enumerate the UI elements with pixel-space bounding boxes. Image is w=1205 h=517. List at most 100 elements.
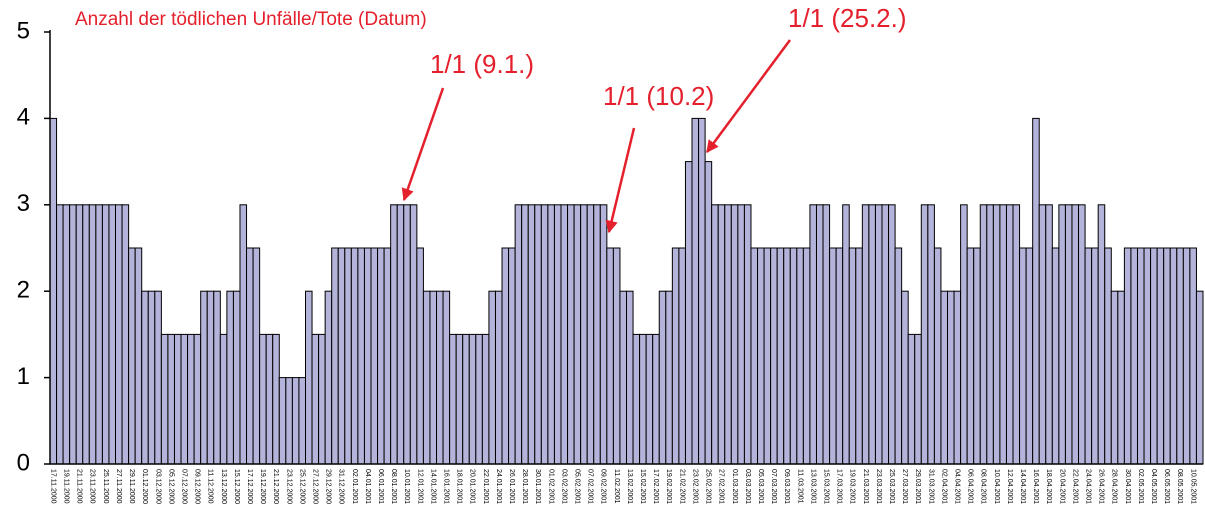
bar (69, 204, 77, 465)
x-tick-label: 18.01.2001 (456, 469, 463, 504)
bar (1117, 290, 1125, 465)
x-tick-label: 13.02.2001 (626, 469, 633, 504)
x-tick-label: 31.12.2000 (338, 469, 345, 504)
bars (49, 117, 1204, 465)
bar (1097, 204, 1106, 465)
bar (1071, 204, 1080, 465)
bar (1110, 290, 1119, 465)
bar (49, 117, 58, 465)
bar (318, 333, 326, 465)
bar (1012, 204, 1021, 465)
bar (219, 333, 228, 465)
bar (324, 290, 333, 465)
x-tick-label: 28.04.2001 (1111, 469, 1118, 504)
x-tick-label: 24.04.2001 (1085, 469, 1092, 504)
bar (553, 204, 562, 465)
bar (200, 290, 208, 465)
annotation-arrow (705, 39, 792, 154)
x-tick-label: 08.01.2001 (390, 469, 397, 504)
x-tick-label: 19.11.2000 (63, 469, 70, 504)
x-tick-label: 12.01.2001 (416, 469, 423, 504)
bar (416, 247, 424, 465)
x-tick-label: 01.02.2001 (547, 469, 554, 504)
bar (979, 204, 988, 465)
bar (973, 247, 981, 465)
bar (986, 204, 994, 465)
bar (1176, 247, 1184, 465)
bar (783, 247, 791, 465)
bar (95, 204, 103, 465)
bar (1038, 204, 1047, 465)
bar (75, 204, 84, 465)
x-tick-label: 12.04.2001 (1006, 469, 1013, 504)
annotation: 1/1 (9.1.) (430, 49, 534, 79)
x-tick-label: 30.01.2001 (534, 469, 541, 504)
x-tick-label: 19.02.2001 (665, 469, 672, 504)
annotation-arrow (401, 87, 445, 202)
x-tick-label: 03.03.2001 (744, 469, 751, 504)
bar (750, 247, 759, 465)
bar (363, 247, 372, 465)
bar (396, 204, 405, 465)
x-tick-label: 23.11.2000 (89, 469, 96, 504)
bar (802, 247, 811, 465)
y-tick-label: 1 (17, 363, 30, 390)
bar (521, 204, 529, 465)
bar (1143, 247, 1152, 465)
bar (193, 333, 202, 465)
x-tick-label: 17.11.2000 (49, 469, 56, 504)
bar (1032, 117, 1040, 465)
bar (999, 204, 1007, 465)
x-tick-label: 31.03.2001 (927, 469, 934, 504)
bar (940, 290, 949, 465)
bar (1084, 247, 1093, 465)
bar (704, 161, 713, 465)
x-tick-label: 14.01.2001 (429, 469, 436, 504)
bar (291, 377, 300, 465)
bar (547, 204, 555, 465)
bar (1104, 247, 1112, 465)
x-tick-label: 16.01.2001 (443, 469, 450, 504)
bar (481, 333, 490, 465)
bar (278, 377, 287, 465)
bar (855, 247, 863, 465)
bar (1195, 290, 1204, 465)
y-tick-label: 2 (17, 277, 30, 304)
bar (350, 247, 359, 465)
bar (684, 161, 693, 465)
x-tick-label: 29.12.2000 (325, 469, 332, 504)
bar (770, 247, 778, 465)
bar (108, 204, 117, 465)
bar (796, 247, 804, 465)
bar (606, 247, 614, 465)
annotation: 1/1 (10.2) (603, 81, 714, 111)
bar (835, 247, 844, 465)
bar (344, 247, 352, 465)
bar (757, 247, 765, 465)
bar (966, 247, 975, 465)
bar (232, 290, 241, 465)
bar (1064, 204, 1073, 465)
bar (468, 333, 477, 465)
x-tick-label: 17.12.2000 (246, 469, 253, 504)
x-tick-label: 26.01.2001 (508, 469, 515, 504)
bar (403, 204, 411, 465)
bar (442, 290, 451, 465)
bar (167, 333, 175, 465)
bar (678, 247, 686, 465)
x-tick-label: 08.04.2001 (980, 469, 987, 504)
bar (848, 247, 857, 465)
bar (914, 333, 922, 465)
y-tick-label: 0 (17, 449, 30, 476)
bar (527, 204, 536, 465)
x-tick-label: 07.03.2001 (770, 469, 777, 504)
bar (1163, 247, 1171, 465)
x-tick-label: 21.11.2000 (76, 469, 83, 504)
x-tick-label: 09.02.2001 (600, 469, 607, 504)
bar (429, 290, 438, 465)
bar (88, 204, 97, 465)
bar (304, 290, 313, 465)
bar (573, 204, 582, 465)
chart-title: Anzahl der tödlichen Unfälle/Tote (Datum… (75, 9, 427, 30)
bar (947, 290, 955, 465)
